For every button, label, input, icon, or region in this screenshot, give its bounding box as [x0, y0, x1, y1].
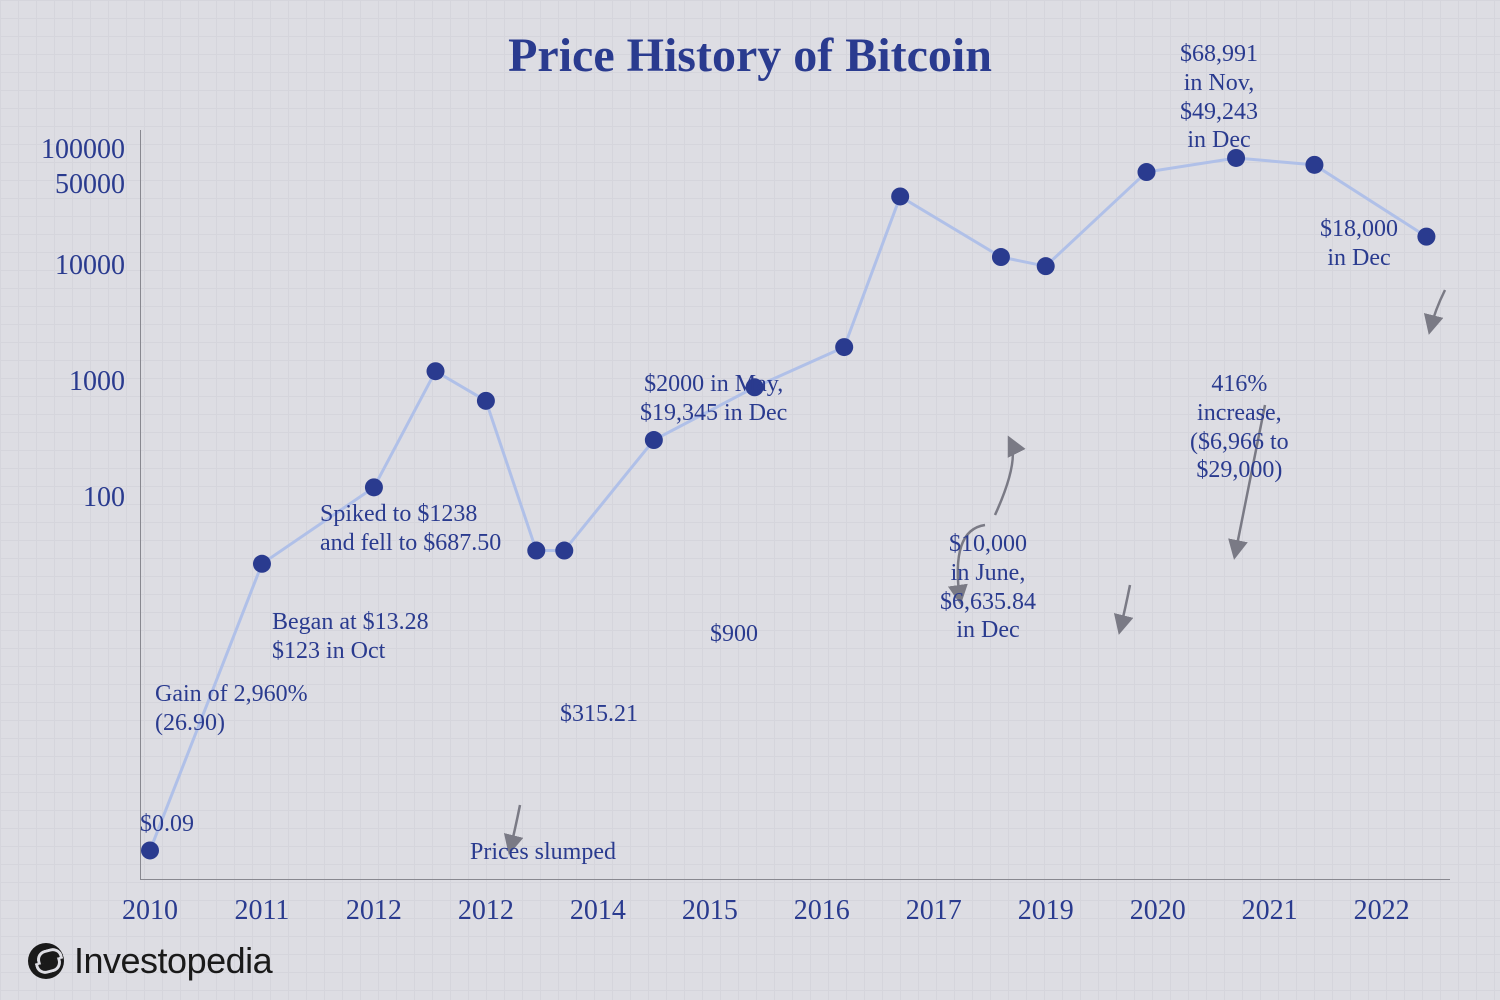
annotation-a2014: Prices slumped: [470, 838, 616, 867]
x-tick-label: 2016: [794, 895, 850, 927]
annotation-arrow: [1120, 585, 1130, 630]
x-tick-label: 2010: [122, 895, 178, 927]
y-tick-label: 100000: [15, 134, 125, 166]
annotation-arrow: [1430, 290, 1445, 330]
data-point: [835, 338, 853, 356]
annotation-a2011: Gain of 2,960% (26.90): [155, 680, 308, 738]
y-tick-label: 1000: [15, 366, 125, 398]
data-point: [1305, 156, 1323, 174]
annotation-a2010: $0.09: [140, 810, 194, 839]
annotation-a2016: $900: [710, 620, 758, 649]
data-point: [891, 187, 909, 205]
chart-title: Price History of Bitcoin: [0, 28, 1500, 83]
annotation-a2022: $18,000 in Dec: [1320, 215, 1398, 273]
data-point: [527, 542, 545, 560]
x-tick-label: 2019: [1018, 895, 1074, 927]
y-tick-label: 10000: [15, 250, 125, 282]
x-tick-label: 2021: [1242, 895, 1298, 927]
y-tick-label: 50000: [15, 169, 125, 201]
annotation-a2017: $2000 in May, $19,345 in Dec: [640, 370, 787, 428]
data-point: [1137, 163, 1155, 181]
data-point: [555, 542, 573, 560]
branding: Investopedia: [28, 940, 272, 982]
x-tick-label: 2020: [1130, 895, 1186, 927]
x-tick-label: 2012: [458, 895, 514, 927]
data-point: [1417, 228, 1435, 246]
annotation-a2021: $68,991 in Nov, $49,243 in Dec: [1180, 40, 1258, 155]
data-point: [253, 555, 271, 573]
brand-name: Investopedia: [74, 940, 272, 982]
annotation-arrow: [995, 440, 1013, 515]
data-point: [645, 431, 663, 449]
x-tick-label: 2022: [1354, 895, 1410, 927]
x-tick-label: 2017: [906, 895, 962, 927]
annotation-a2020: 416% increase, ($6,966 to $29,000): [1190, 370, 1289, 485]
annotation-a2015: $315.21: [560, 700, 638, 729]
data-point: [427, 362, 445, 380]
x-tick-label: 2012: [346, 895, 402, 927]
data-point: [477, 392, 495, 410]
annotation-a2019: $10,000 in June, $6,635.84 in Dec: [940, 530, 1036, 645]
annotation-a2012: Began at $13.28 $123 in Oct: [272, 608, 429, 666]
data-point: [365, 478, 383, 496]
investopedia-logo-icon: [28, 943, 64, 979]
data-point: [1037, 257, 1055, 275]
x-tick-label: 2014: [570, 895, 626, 927]
annotation-a2013: Spiked to $1238 and fell to $687.50: [320, 500, 501, 558]
x-tick-label: 2011: [234, 895, 289, 927]
y-tick-label: 100: [15, 482, 125, 514]
data-point: [141, 841, 159, 859]
data-point: [992, 248, 1010, 266]
x-tick-label: 2015: [682, 895, 738, 927]
